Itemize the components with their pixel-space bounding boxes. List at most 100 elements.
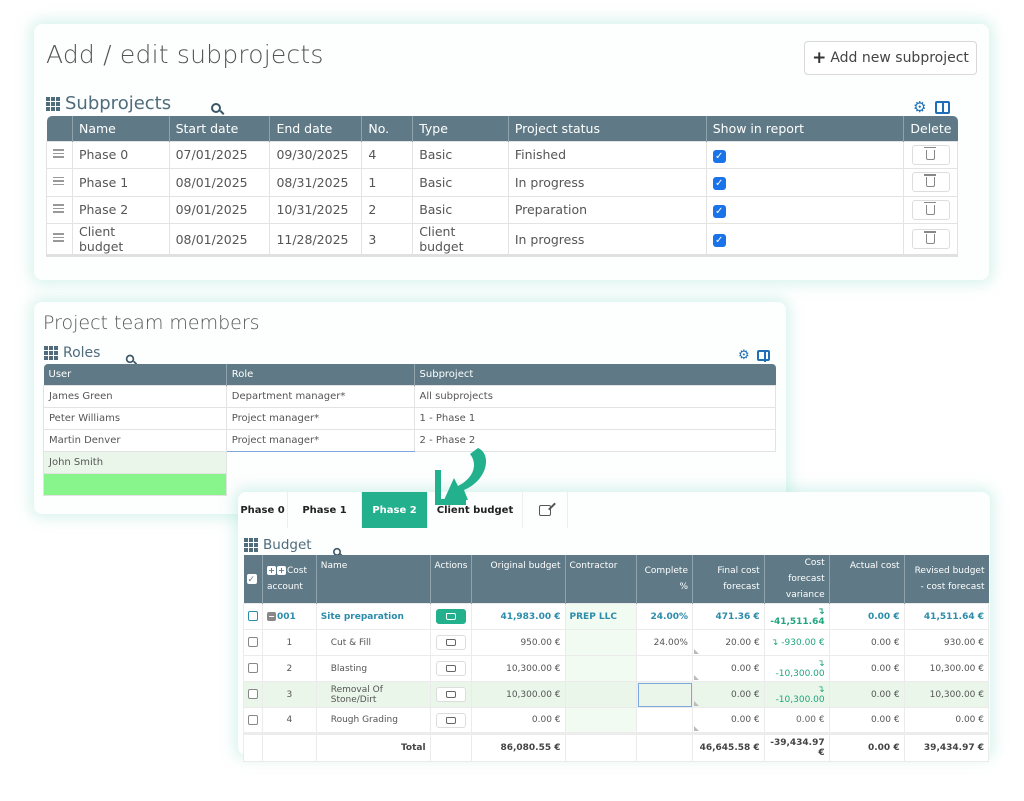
drag-handle[interactable] bbox=[46, 195, 73, 224]
show-in-report-checkbox[interactable]: ✓ bbox=[712, 177, 726, 191]
type-cell[interactable]: Basic bbox=[412, 168, 509, 197]
subproject-cell[interactable]: 1 - Phase 1 bbox=[413, 406, 777, 430]
name-cell[interactable]: Rough Grading bbox=[315, 707, 431, 734]
contractor-cell[interactable] bbox=[564, 629, 638, 656]
no-cell[interactable]: 3 bbox=[361, 223, 414, 257]
add-new-subproject-button[interactable]: + Add new subproject bbox=[804, 41, 977, 75]
row-checkbox[interactable] bbox=[248, 689, 258, 700]
contractor-cell[interactable] bbox=[564, 681, 638, 708]
open-folder-button[interactable] bbox=[435, 687, 466, 702]
complete-cell[interactable]: 24.00% bbox=[636, 629, 693, 656]
subproject-cell[interactable]: All subprojects bbox=[413, 384, 777, 408]
type-cell[interactable]: Client budget bbox=[412, 223, 509, 257]
original-budget-cell[interactable]: 41,983.00 € bbox=[471, 603, 566, 630]
user-cell[interactable]: Peter Williams bbox=[43, 406, 227, 430]
show-in-report-checkbox[interactable]: ✓ bbox=[712, 204, 726, 218]
column-header-actual-cost[interactable]: Actual cost bbox=[829, 555, 905, 604]
user-cell[interactable]: Martin Denver bbox=[43, 428, 227, 452]
no-cell[interactable]: 2 bbox=[361, 195, 414, 224]
user-cell[interactable]: John Smith bbox=[43, 450, 227, 474]
select-all-checkbox[interactable] bbox=[246, 572, 257, 588]
type-cell[interactable]: Basic bbox=[412, 140, 509, 169]
start-date-cell[interactable]: 07/01/2025 bbox=[168, 140, 271, 169]
gear-icon[interactable]: ⚙ bbox=[738, 348, 750, 363]
complete-cell[interactable] bbox=[636, 681, 693, 708]
original-budget-cell[interactable]: 0.00 € bbox=[471, 707, 566, 734]
end-date-cell[interactable]: 08/31/2025 bbox=[269, 168, 363, 197]
row-checkbox[interactable] bbox=[248, 637, 258, 648]
collapse-icon[interactable]: − bbox=[267, 611, 276, 621]
column-header-complete[interactable]: Complete % bbox=[636, 555, 693, 604]
status-cell[interactable]: Preparation bbox=[507, 195, 707, 224]
open-folder-button[interactable] bbox=[435, 635, 466, 650]
tab-edit[interactable] bbox=[523, 492, 568, 528]
start-date-cell[interactable]: 08/01/2025 bbox=[168, 168, 271, 197]
cost-account-cell[interactable]: 2 bbox=[262, 655, 317, 682]
drag-handle[interactable] bbox=[46, 223, 73, 257]
tab-phase-1[interactable]: Phase 1 bbox=[288, 492, 362, 528]
column-header-original-budget[interactable]: Original budget bbox=[471, 555, 566, 604]
column-header-revised-budget[interactable]: Revised budget - cost forecast bbox=[904, 555, 989, 604]
name-cell[interactable]: Site preparation bbox=[315, 603, 431, 630]
row-checkbox[interactable] bbox=[248, 714, 258, 725]
column-header-name[interactable]: Name bbox=[72, 116, 170, 141]
end-date-cell[interactable]: 11/28/2025 bbox=[269, 223, 363, 257]
row-checkbox[interactable] bbox=[248, 611, 258, 622]
status-cell[interactable]: In progress bbox=[507, 168, 707, 197]
open-folder-button[interactable] bbox=[435, 609, 466, 624]
column-header-contractor[interactable]: Contractor bbox=[565, 555, 638, 604]
end-date-cell[interactable]: 09/30/2025 bbox=[269, 140, 363, 169]
role-cell[interactable]: Project manager* bbox=[225, 406, 415, 430]
columns-icon[interactable] bbox=[757, 350, 770, 362]
drag-handle[interactable] bbox=[46, 140, 73, 169]
end-date-cell[interactable]: 10/31/2025 bbox=[269, 195, 363, 224]
tab-client-budget[interactable]: Client budget bbox=[428, 492, 523, 528]
expand-all-icon[interactable]: + bbox=[267, 566, 276, 575]
status-cell[interactable]: In progress bbox=[507, 223, 707, 257]
original-budget-cell[interactable]: 10,300.00 € bbox=[471, 655, 566, 682]
column-header-user[interactable]: User bbox=[43, 364, 227, 385]
gear-icon[interactable]: ⚙ bbox=[913, 98, 927, 116]
subprojects-search-button[interactable] bbox=[211, 98, 221, 117]
subproject-cell[interactable]: 2 - Phase 2 bbox=[413, 428, 777, 452]
column-header-no[interactable]: No. bbox=[361, 116, 414, 141]
column-header-project-status[interactable]: Project status bbox=[508, 116, 707, 141]
start-date-cell[interactable]: 09/01/2025 bbox=[168, 195, 271, 224]
columns-icon[interactable] bbox=[935, 101, 950, 114]
contractor-cell[interactable]: PREP LLC bbox=[564, 603, 638, 630]
column-header-start-date[interactable]: Start date bbox=[169, 116, 271, 141]
name-cell[interactable]: Phase 1 bbox=[71, 168, 170, 197]
no-cell[interactable]: 1 bbox=[361, 168, 414, 197]
complete-cell[interactable]: 24.00% bbox=[636, 603, 693, 630]
roles-search-button[interactable] bbox=[125, 350, 135, 366]
name-cell[interactable]: Blasting bbox=[315, 655, 431, 682]
open-folder-button[interactable] bbox=[435, 712, 466, 728]
new-user-cell[interactable] bbox=[43, 472, 227, 496]
role-cell[interactable]: Department manager* bbox=[225, 384, 415, 408]
column-header-name[interactable]: Name bbox=[316, 555, 431, 604]
delete-button[interactable] bbox=[911, 229, 950, 249]
name-cell[interactable]: Client budget bbox=[71, 223, 170, 257]
role-cell[interactable]: Project manager* bbox=[225, 428, 415, 452]
type-cell[interactable]: Basic bbox=[412, 195, 509, 224]
drag-handle[interactable] bbox=[46, 168, 73, 197]
contractor-cell[interactable] bbox=[564, 707, 638, 734]
expand-icon[interactable]: + bbox=[277, 566, 286, 575]
delete-button[interactable] bbox=[911, 199, 950, 220]
tab-phase-2[interactable]: Phase 2 bbox=[362, 492, 428, 528]
complete-cell[interactable] bbox=[636, 707, 693, 734]
no-cell[interactable]: 4 bbox=[361, 140, 414, 169]
original-budget-cell[interactable]: 10,300.00 € bbox=[471, 681, 566, 708]
column-header-role[interactable]: Role bbox=[226, 364, 415, 385]
column-header-end-date[interactable]: End date bbox=[269, 116, 363, 141]
show-in-report-checkbox[interactable]: ✓ bbox=[712, 234, 726, 247]
cost-account-cell[interactable]: 1 bbox=[262, 629, 317, 656]
show-in-report-checkbox[interactable]: ✓ bbox=[712, 149, 726, 163]
user-cell[interactable]: James Green bbox=[43, 384, 227, 408]
complete-cell[interactable] bbox=[636, 655, 693, 682]
cost-account-cell[interactable]: 3 bbox=[262, 681, 317, 708]
column-header-type[interactable]: Type bbox=[412, 116, 509, 141]
open-folder-button[interactable] bbox=[435, 661, 466, 676]
row-checkbox[interactable] bbox=[248, 663, 258, 674]
delete-button[interactable] bbox=[911, 144, 950, 165]
